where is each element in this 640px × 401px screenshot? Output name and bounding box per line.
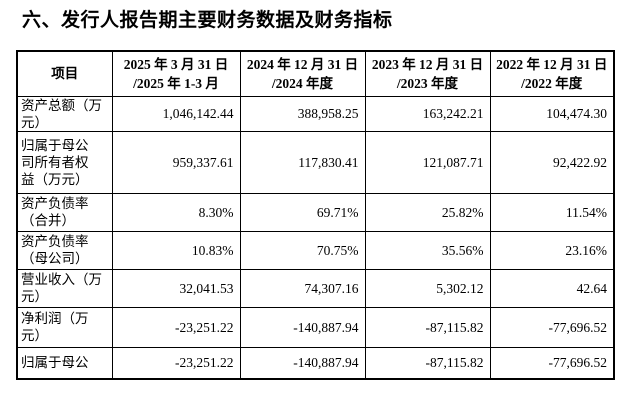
row-label: 归属于母公 <box>16 346 113 380</box>
value-cell: 25.82% <box>364 192 491 232</box>
row-label: 归属于母公 司所有者权 益（万元） <box>16 130 113 194</box>
value-cell: -23,251.22 <box>111 346 241 380</box>
header-row: 项目 2025 年 3 月 31 日 /2025 年 1-3 月 2024 年 12… <box>16 50 615 97</box>
value-cell: -77,696.52 <box>489 306 615 348</box>
value-cell: 959,337.61 <box>111 130 241 194</box>
value-cell: 117,830.41 <box>239 130 366 194</box>
value-cell: 32,041.53 <box>111 268 241 308</box>
value-cell: -140,887.94 <box>239 346 366 380</box>
table-row: 归属于母公 司所有者权 益（万元） 959,337.61 117,830.41 121… <box>16 130 615 194</box>
value-cell: 42.64 <box>489 268 615 308</box>
row-label: 净利润（万 元） <box>16 306 113 348</box>
value-cell: 5,302.12 <box>364 268 491 308</box>
table-row: 资产总额（万 元） 1,046,142.44 388,958.25 163,242.2… <box>16 95 615 132</box>
table-row: 资产负债率 （合并） 8.30% 69.71% 25.82% 11.54% <box>16 192 615 232</box>
row-label: 资产负债率 （合并） <box>16 192 113 232</box>
table-body: 资产总额（万 元） 1,046,142.44 388,958.25 163,242.2… <box>16 95 615 380</box>
value-cell: 70.75% <box>239 230 366 270</box>
value-cell: -140,887.94 <box>239 306 366 348</box>
value-cell: -87,115.82 <box>364 306 491 348</box>
value-cell: -77,696.52 <box>489 346 615 380</box>
row-label: 营业收入（万 元） <box>16 268 113 308</box>
value-cell: 104,474.30 <box>489 95 615 132</box>
value-cell: 163,242.21 <box>364 95 491 132</box>
value-cell: 388,958.25 <box>239 95 366 132</box>
row-label: 资产负债率 （母公司） <box>16 230 113 270</box>
financial-data-table: 项目 2025 年 3 月 31 日 /2025 年 1-3 月 2024 年 12… <box>16 50 615 380</box>
column-header-item: 项目 <box>16 50 113 97</box>
table-row: 净利润（万 元） -23,251.22 -140,887.94 -87,115.82-… <box>16 306 615 348</box>
column-header-period: 2025 年 3 月 31 日 /2025 年 1-3 月 <box>111 50 241 97</box>
column-header-period: 2022 年 12 月 31 日 /2022 年度 <box>489 50 615 97</box>
value-cell: 23.16% <box>489 230 615 270</box>
table-row: 营业收入（万 元） 32,041.53 74,307.16 5,302.12 42.64 <box>16 268 615 308</box>
column-header-period: 2023 年 12 月 31 日 /2023 年度 <box>364 50 491 97</box>
value-cell: 1,046,142.44 <box>111 95 241 132</box>
value-cell: 121,087.71 <box>364 130 491 194</box>
column-header-period: 2024 年 12 月 31 日 /2024 年度 <box>239 50 366 97</box>
value-cell: 11.54% <box>489 192 615 232</box>
value-cell: 8.30% <box>111 192 241 232</box>
value-cell: -87,115.82 <box>364 346 491 380</box>
value-cell: 74,307.16 <box>239 268 366 308</box>
table-row: 归属于母公 -23,251.22 -140,887.94 -87,115.82 -77,… <box>16 346 615 380</box>
row-label: 资产总额（万 元） <box>16 95 113 132</box>
value-cell: 69.71% <box>239 192 366 232</box>
value-cell: -23,251.22 <box>111 306 241 348</box>
value-cell: 35.56% <box>364 230 491 270</box>
value-cell: 10.83% <box>111 230 241 270</box>
section-title: 六、发行人报告期主要财务数据及财务指标 <box>22 10 393 31</box>
value-cell: 92,422.92 <box>489 130 615 194</box>
table-row: 资产负债率 （母公司） 10.83% 70.75% 35.56% 23.16% <box>16 230 615 270</box>
